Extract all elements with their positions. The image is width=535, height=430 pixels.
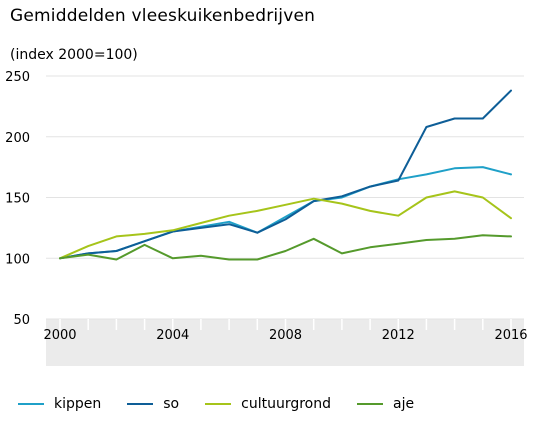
x-tick-label: 2012 [382,328,415,343]
x-tick-label: 2008 [269,328,302,343]
legend-swatch [127,403,154,405]
legend-swatch [18,403,44,405]
x-tick-label: 2000 [43,328,76,343]
series-line-cultuurgrond [59,190,512,260]
legend-item-aje: aje [357,396,414,412]
y-tick-label: 200 [5,131,30,146]
series-line-so [59,89,512,260]
x-tick-label: 2016 [494,328,527,343]
legend-item-kippen: kippen [18,396,101,412]
y-tick-label: 150 [5,192,30,207]
legend-label: kippen [54,396,102,412]
chart-legend: kippen so cultuurgrond aje [18,396,440,412]
chart-subtitle: (index 2000=100) [10,47,138,63]
legend-item-cultuurgrond: cultuurgrond [205,396,331,412]
line-chart: 50 100 150 200 250 2000 2004 2008 2012 2016 [5,70,528,366]
legend-label: so [163,396,180,412]
chart-title: Gemiddelden vleeskuikenbedrijven [10,6,316,26]
y-tick-label: 100 [5,252,30,267]
x-tick-label: 2004 [156,328,189,343]
legend-item-so: so [127,396,179,412]
legend-label: cultuurgrond [241,396,331,412]
series-line-aje [59,234,512,261]
y-tick-label: 250 [5,70,30,85]
y-tick-label: 50 [13,313,30,328]
legend-swatch [357,403,383,405]
series-line-kippen [59,166,512,260]
legend-swatch [205,403,232,405]
legend-label: aje [393,396,415,412]
